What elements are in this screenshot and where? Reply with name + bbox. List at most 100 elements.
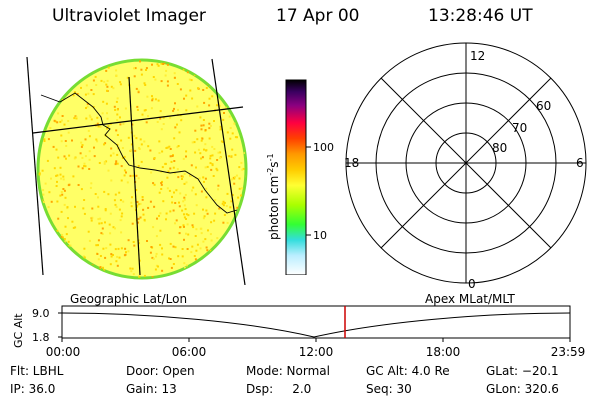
speckle-dot	[209, 162, 212, 165]
speckle-dot	[228, 244, 230, 247]
speckle-dot	[46, 100, 49, 103]
speckle-dot	[186, 248, 189, 250]
speckle-dot	[105, 160, 108, 163]
speckle-dot	[204, 129, 207, 131]
speckle-dot	[203, 148, 205, 151]
speckle-dot	[132, 273, 135, 276]
speckle-dot	[238, 177, 241, 180]
speckle-dot	[50, 90, 53, 93]
speckle-dot	[38, 89, 41, 91]
speckle-dot	[125, 171, 127, 174]
speckle-dot	[115, 69, 118, 72]
speckle-dot	[177, 145, 180, 147]
speckle-dot	[205, 209, 208, 212]
speckle-dot	[177, 255, 180, 258]
speckle-dot	[183, 262, 186, 265]
speckle-dot	[230, 200, 233, 203]
speckle-dot	[60, 119, 63, 122]
speckle-dot	[69, 244, 72, 247]
speckle-dot	[181, 178, 183, 180]
speckle-dot	[66, 206, 69, 209]
speckle-dot	[200, 227, 203, 230]
observation-date: 17 Apr 00	[276, 6, 360, 26]
speckle-dot	[195, 228, 198, 231]
speckle-dot	[98, 162, 101, 164]
speckle-dot	[90, 118, 93, 121]
y-max-label: 9.0	[32, 307, 50, 320]
speckle-dot	[188, 78, 191, 81]
speckle-dot	[67, 217, 69, 220]
speckle-dot	[55, 74, 58, 77]
speckle-dot	[193, 212, 196, 215]
speckle-dot	[196, 243, 199, 246]
speckle-dot	[109, 263, 112, 266]
altitude-curve	[61, 312, 571, 338]
speckle-dot	[108, 223, 111, 226]
speckle-dot	[175, 219, 178, 222]
speckle-dot	[151, 63, 153, 66]
speckle-dot	[166, 187, 169, 190]
speckle-dot	[103, 160, 106, 163]
speckle-dot	[94, 193, 97, 195]
speckle-dot	[81, 144, 84, 147]
speckle-dot	[72, 226, 75, 229]
speckle-dot	[60, 191, 63, 193]
speckle-dot	[203, 73, 206, 76]
speckle-dot	[169, 258, 172, 260]
speckle-dot	[159, 110, 162, 113]
speckle-dot	[127, 250, 130, 253]
speckle-dot	[210, 239, 213, 242]
speckle-dot	[99, 266, 102, 269]
speckle-dot	[171, 201, 174, 204]
speckle-dot	[222, 200, 225, 203]
speckle-dot	[231, 194, 234, 196]
speckle-dot	[172, 109, 175, 112]
speckle-dot	[228, 76, 231, 79]
speckle-dot	[208, 137, 211, 140]
speckle-dot	[182, 224, 185, 227]
speckle-dot	[151, 276, 154, 278]
speckle-dot	[57, 245, 59, 248]
speckle-dot	[183, 198, 186, 201]
speckle-dot	[134, 67, 137, 70]
speckle-dot	[46, 268, 49, 271]
speckle-dot	[210, 257, 212, 260]
speckle-dot	[107, 61, 110, 64]
speckle-dot	[215, 63, 217, 66]
speckle-dot	[63, 189, 66, 192]
speckle-dot	[203, 263, 206, 266]
speckle-dot	[107, 193, 110, 196]
unit-base: photon cm	[267, 176, 281, 240]
speckle-dot	[161, 269, 164, 272]
speckle-dot	[235, 174, 238, 177]
speckle-dot	[190, 251, 193, 254]
speckle-dot	[203, 215, 206, 218]
speckle-dot	[52, 89, 55, 92]
speckle-dot	[122, 122, 125, 125]
speckle-dot	[137, 91, 140, 94]
speckle-dot	[106, 79, 109, 82]
speckle-dot	[211, 145, 214, 148]
speckle-dot	[231, 148, 234, 151]
speckle-dot	[110, 253, 113, 256]
speckle-dot	[56, 121, 59, 124]
speckle-dot	[110, 147, 113, 150]
speckle-dot	[231, 178, 234, 181]
speckle-dot	[39, 77, 42, 80]
speckle-dot	[200, 128, 203, 131]
speckle-dot	[245, 84, 246, 87]
speckle-dot	[169, 155, 172, 158]
speckle-dot	[203, 180, 205, 183]
speckle-dot	[122, 200, 125, 203]
speckle-dot	[205, 196, 208, 199]
speckle-dot	[195, 71, 198, 74]
speckle-dot	[82, 207, 85, 210]
speckle-dot	[133, 67, 135, 70]
speckle-dot	[166, 63, 169, 66]
speckle-dot	[116, 153, 119, 156]
speckle-dot	[84, 138, 87, 141]
speckle-dot	[139, 216, 142, 219]
speckle-dot	[245, 197, 246, 200]
speckle-dot	[189, 175, 192, 177]
speckle-dot	[208, 97, 211, 100]
